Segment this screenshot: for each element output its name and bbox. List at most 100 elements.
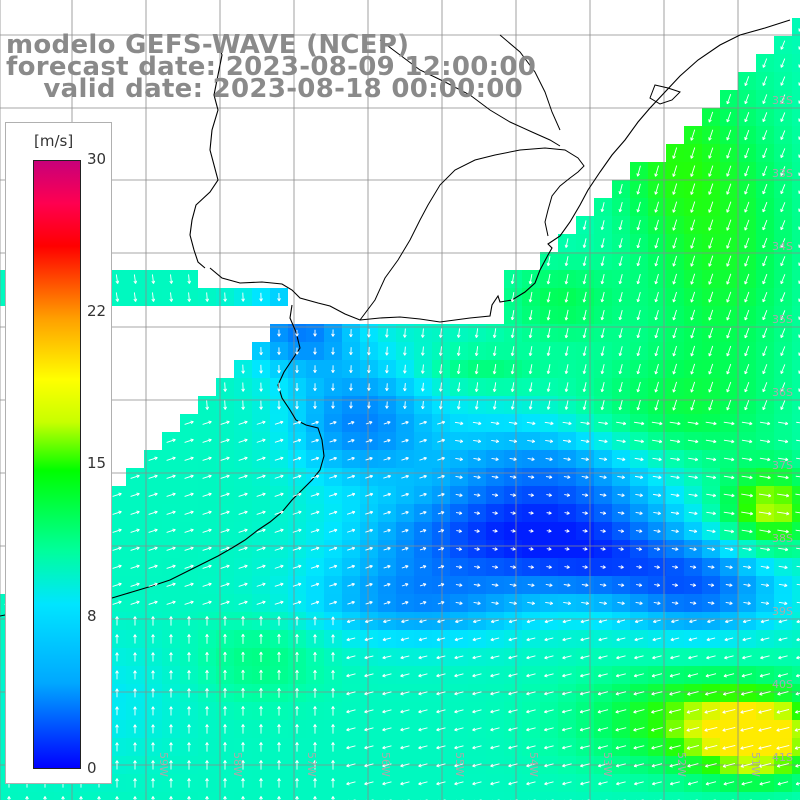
wind-vector <box>762 328 768 339</box>
wind-vector <box>421 401 425 410</box>
wind-vector <box>780 346 786 356</box>
lagoon-outline <box>649 84 681 105</box>
wind-vector <box>780 256 786 267</box>
wind-vector <box>617 511 625 515</box>
wind-vector <box>148 510 158 515</box>
wind-vector <box>672 219 678 231</box>
wind-vector <box>564 256 569 267</box>
longitude-label: 57W <box>305 752 318 777</box>
wind-vector <box>654 201 659 213</box>
wind-vector <box>708 399 714 411</box>
wind-speed-cell <box>792 594 800 612</box>
wind-vector <box>401 456 409 461</box>
wind-speed-cell <box>792 108 800 126</box>
latitude-label: 38S <box>772 532 793 545</box>
wind-vector <box>759 475 771 480</box>
wind-speed-cell <box>792 378 800 396</box>
wind-vector <box>741 475 753 480</box>
wind-speed-cell <box>144 792 162 800</box>
colorbar-tick-22: 22 <box>87 302 107 320</box>
wind-vector <box>401 474 409 479</box>
colorbar-tick-8: 8 <box>87 607 97 625</box>
wind-vector <box>166 456 176 461</box>
wind-vector <box>708 111 714 123</box>
wind-vector <box>723 475 735 480</box>
wind-vector <box>256 438 266 443</box>
wind-vector <box>582 547 588 551</box>
wind-vector <box>636 201 641 213</box>
wind-vector <box>259 382 263 392</box>
wind-vector <box>564 382 569 392</box>
wind-vector <box>546 565 552 569</box>
wind-vector <box>419 565 427 569</box>
wind-vector <box>564 565 570 569</box>
wind-vector <box>636 165 641 177</box>
wind-speed-cell <box>792 126 800 144</box>
wind-vector <box>331 347 335 355</box>
wind-vector <box>634 439 644 444</box>
wind-vector <box>329 564 338 569</box>
wind-vector <box>455 511 463 515</box>
wind-vector <box>690 219 696 231</box>
wind-vector <box>472 421 482 426</box>
wind-vector <box>383 420 391 425</box>
wind-vector <box>238 564 248 569</box>
wind-vector <box>780 310 786 321</box>
wind-vector <box>744 129 750 141</box>
wind-vector <box>438 346 443 356</box>
wind-vector <box>383 546 391 551</box>
wind-vector <box>365 564 373 569</box>
wind-vector <box>563 457 571 461</box>
wind-vector <box>112 528 122 533</box>
longitude-label: 52W <box>675 752 688 777</box>
wind-vector <box>310 510 320 515</box>
wind-vector <box>708 129 714 141</box>
wind-vector <box>708 381 714 393</box>
wind-vector <box>528 382 533 392</box>
wind-vector <box>776 511 790 516</box>
wind-vector <box>328 546 338 551</box>
wind-vector <box>510 364 515 375</box>
wind-vector <box>256 456 266 461</box>
wind-vector <box>744 345 750 357</box>
wind-vector <box>690 565 697 569</box>
wind-vector <box>708 363 714 375</box>
wind-vector <box>780 382 786 392</box>
wind-vector <box>202 438 212 443</box>
wind-vector <box>492 382 497 392</box>
wind-vector <box>454 421 464 426</box>
wind-speed-cell <box>792 414 800 432</box>
wind-vector <box>762 400 768 411</box>
wind-vector <box>438 364 443 374</box>
wind-vector <box>277 400 281 410</box>
latitude-label: 34S <box>772 240 793 253</box>
wind-vector <box>744 183 750 195</box>
wind-vector <box>510 328 515 339</box>
wind-vector <box>274 474 284 479</box>
wind-speed-cell <box>792 432 800 450</box>
wind-vector <box>636 310 641 321</box>
wind-vector <box>778 439 789 444</box>
wind-vector <box>292 456 302 461</box>
wind-vector <box>726 219 732 231</box>
wind-vector <box>636 565 642 569</box>
wind-vector <box>671 529 679 534</box>
wind-vector <box>148 546 158 551</box>
wind-vector <box>456 529 462 533</box>
wind-vector <box>292 564 302 569</box>
wind-speed-cell <box>504 792 522 800</box>
wind-vector <box>744 94 750 105</box>
wind-vector <box>762 382 768 393</box>
wind-speed-cell <box>432 792 450 800</box>
wind-speed-cells <box>0 18 800 800</box>
wind-vector <box>473 439 482 444</box>
longitude-label: 58W <box>231 752 244 777</box>
wind-vector <box>510 529 516 533</box>
wind-vector <box>546 346 551 357</box>
wind-speed-cell <box>414 792 432 800</box>
wind-vector <box>256 474 266 479</box>
wind-vector <box>420 328 425 338</box>
wind-vector <box>687 439 699 444</box>
wind-vector <box>383 438 391 443</box>
wind-vector <box>115 292 120 302</box>
